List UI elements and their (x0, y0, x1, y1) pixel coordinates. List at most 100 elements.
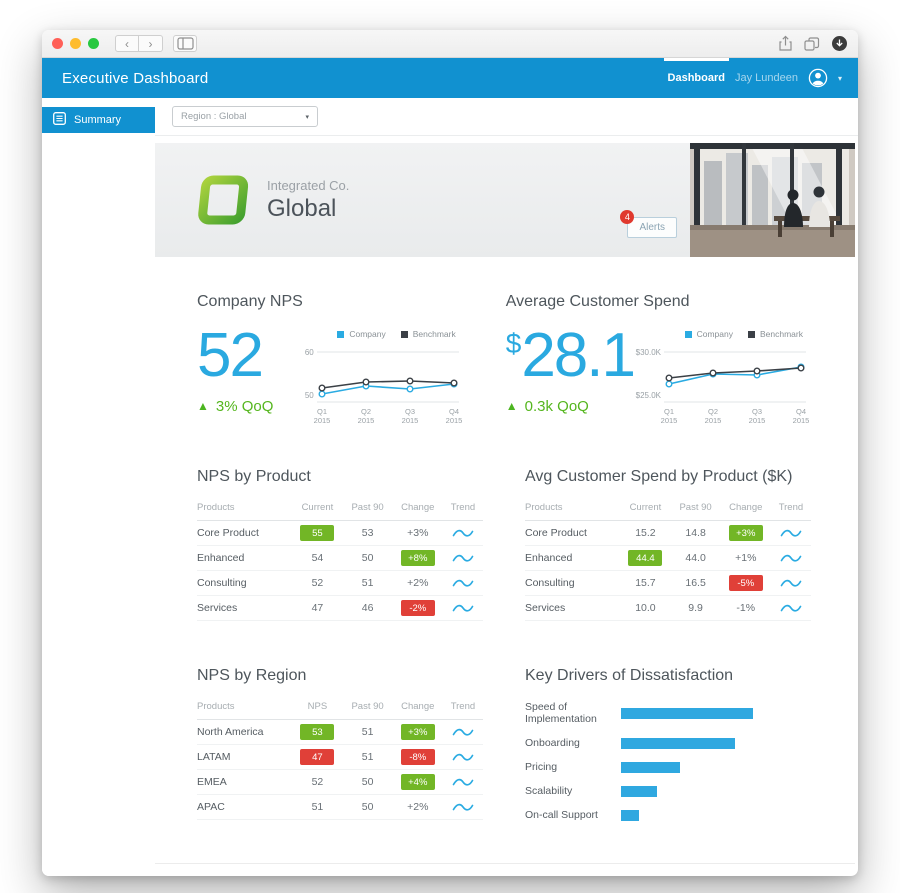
svg-text:Q2: Q2 (361, 407, 371, 416)
sidebar-toggle-icon[interactable] (173, 35, 197, 52)
cell-value: +3% (721, 525, 771, 541)
svg-text:Q2: Q2 (708, 407, 718, 416)
column-header: Trend (778, 502, 804, 513)
table-row: LATAM 47 51 -8% (197, 745, 483, 770)
cell-value: -1% (736, 602, 756, 614)
window-controls (52, 38, 99, 49)
trend-sparkline-icon (443, 577, 483, 589)
bar-category-label: Onboarding (525, 737, 580, 750)
header-right: Dashboard Jay Lundeen ▾ (663, 58, 842, 88)
app-body: Summary Region : Global ▾ (42, 98, 858, 876)
region-filter-value: Region : Global (181, 111, 247, 122)
row-label: Core Product (197, 527, 259, 539)
drivers-bar-chart: Speed of Implementation Onboarding Pricing… (525, 701, 811, 821)
row-label: APAC (197, 801, 225, 813)
cell-value: 44.0 (685, 552, 706, 564)
cell-value: 52 (311, 577, 324, 589)
bar-row: On-call Support (525, 809, 811, 821)
cell-value: 47 (292, 749, 342, 765)
hero-banner: Integrated Co. Global Alerts 4 (155, 143, 855, 257)
cell-value: 9.9 (688, 602, 703, 614)
row-label: EMEA (197, 776, 227, 788)
chart-legend: Company Benchmark (684, 329, 803, 339)
kpi-average-spend: Average Customer Spend $28.1 ▲ 0.3k QoQ (506, 293, 811, 430)
trend-sparkline-icon (771, 527, 811, 539)
bar (621, 707, 753, 719)
nps-by-region-table: Products NPS Past 90 Change Trend North Ameri… (197, 701, 483, 820)
panel-dissatisfaction-drivers: Key Drivers of Dissatisfaction Speed of … (525, 667, 811, 833)
alerts-count-badge: 4 (620, 210, 635, 224)
summary-list-icon (53, 112, 66, 128)
cell-value: +1% (735, 552, 757, 564)
status-badge: -5% (728, 575, 763, 591)
company-logo-icon (195, 173, 249, 227)
svg-text:2015: 2015 (401, 416, 418, 425)
forward-button[interactable]: › (139, 35, 163, 52)
bar (621, 761, 681, 773)
status-badge: -8% (400, 749, 435, 765)
tabs-overview-icon[interactable] (804, 36, 820, 51)
y-axis-ticks: 60 50 (304, 348, 314, 400)
bar (621, 737, 735, 749)
cell-value: 52 (311, 776, 324, 788)
bar-category-label: Scalability (525, 785, 573, 798)
svg-text:Q3: Q3 (405, 407, 415, 416)
spend-by-product-table: Products Current Past 90 Change Trend Core Pr… (525, 502, 811, 621)
row-label: Consulting (525, 577, 575, 589)
svg-text:Q1: Q1 (317, 407, 327, 416)
kpi-row: Company NPS 52 ▲ 3% QoQ (155, 257, 855, 430)
user-menu-chevron-icon[interactable]: ▾ (837, 73, 842, 83)
column-header: Products (197, 701, 235, 712)
region-filter-dropdown[interactable]: Region : Global ▾ (172, 106, 318, 127)
cell-value: +8% (393, 550, 443, 566)
close-window-button[interactable] (52, 38, 63, 49)
user-name[interactable]: Jay Lundeen (734, 72, 798, 84)
cell-value: 47 (311, 602, 324, 614)
svg-text:Q1: Q1 (664, 407, 674, 416)
trend-sparkline-icon (443, 602, 483, 614)
cell-value: 51 (311, 801, 324, 813)
row-label: LATAM (197, 751, 231, 763)
user-avatar-icon[interactable] (808, 68, 828, 88)
zoom-window-button[interactable] (88, 38, 99, 49)
bar-row: Scalability (525, 785, 811, 797)
cell-value: 50 (361, 801, 374, 813)
table-row: EMEA 52 50 +4% (197, 770, 483, 795)
table-header: Products NPS Past 90 Change Trend (197, 701, 483, 720)
history-nav: ‹ › (115, 35, 163, 52)
status-badge: 55 (300, 525, 335, 541)
column-header: Past 90 (351, 701, 384, 712)
content-bottom-divider (155, 863, 855, 876)
hero-photo (690, 143, 855, 257)
status-badge: +8% (400, 550, 435, 566)
cell-value: 46 (361, 602, 374, 614)
kpi-title: Average Customer Spend (505, 293, 690, 310)
svg-text:Q3: Q3 (752, 407, 762, 416)
column-header: Current (629, 502, 662, 513)
downloads-icon[interactable] (831, 35, 848, 52)
bar (621, 785, 657, 797)
cell-value: 54 (311, 552, 324, 564)
panels-grid: NPS by Product Products Current Past 90 Cha… (155, 430, 855, 833)
cell-value: +4% (393, 774, 443, 790)
trend-sparkline-icon (443, 751, 483, 763)
sidebar-item-summary[interactable]: Summary (42, 107, 155, 133)
cell-value: +3% (407, 527, 429, 539)
bar (621, 809, 640, 821)
table-row: Core Product 15.2 14.8 +3% (525, 521, 811, 546)
cell-value: 10.0 (635, 602, 656, 614)
trend-sparkline-icon (771, 577, 811, 589)
svg-text:2015: 2015 (445, 416, 462, 425)
share-icon[interactable] (778, 35, 793, 52)
cell-value: 14.8 (685, 527, 706, 539)
table-row: Services 10.0 9.9 -1% (525, 596, 811, 621)
alerts-button[interactable]: Alerts (627, 217, 677, 238)
cell-value: 51 (361, 577, 374, 589)
back-button[interactable]: ‹ (115, 35, 139, 52)
bar-category-label: Pricing (525, 761, 558, 774)
nav-tab-dashboard[interactable]: Dashboard (663, 58, 730, 84)
minimize-window-button[interactable] (70, 38, 81, 49)
cell-value: -5% (721, 575, 771, 591)
trend-sparkline-icon (443, 552, 483, 564)
sidebar-item-label: Summary (74, 114, 122, 126)
